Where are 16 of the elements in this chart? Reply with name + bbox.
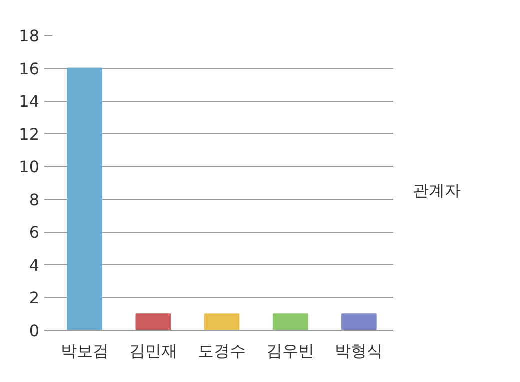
x-tick-label: 박보검 bbox=[60, 342, 109, 360]
y-tick-label: 16 bbox=[19, 59, 40, 78]
x-tick-label: 도경수 bbox=[198, 342, 246, 360]
y-tick-label: 0 bbox=[29, 322, 40, 340]
legend-title: 관계자 bbox=[413, 181, 461, 200]
y-tick-label: 12 bbox=[19, 124, 40, 144]
y-tick-label: 8 bbox=[29, 190, 40, 210]
y-tick-label: 14 bbox=[19, 92, 40, 112]
y-tick-label: 2 bbox=[29, 288, 40, 308]
y-tick-label: 10 bbox=[19, 158, 40, 177]
y-tick-label: 6 bbox=[29, 223, 40, 242]
y-tick-label: 4 bbox=[29, 256, 40, 275]
x-tick-label: 박형식 bbox=[335, 342, 384, 360]
x-tick-label: 김우빈 bbox=[266, 342, 315, 360]
x-tick-label: 김민재 bbox=[129, 342, 178, 360]
y-tick-label: 18 bbox=[19, 26, 40, 46]
